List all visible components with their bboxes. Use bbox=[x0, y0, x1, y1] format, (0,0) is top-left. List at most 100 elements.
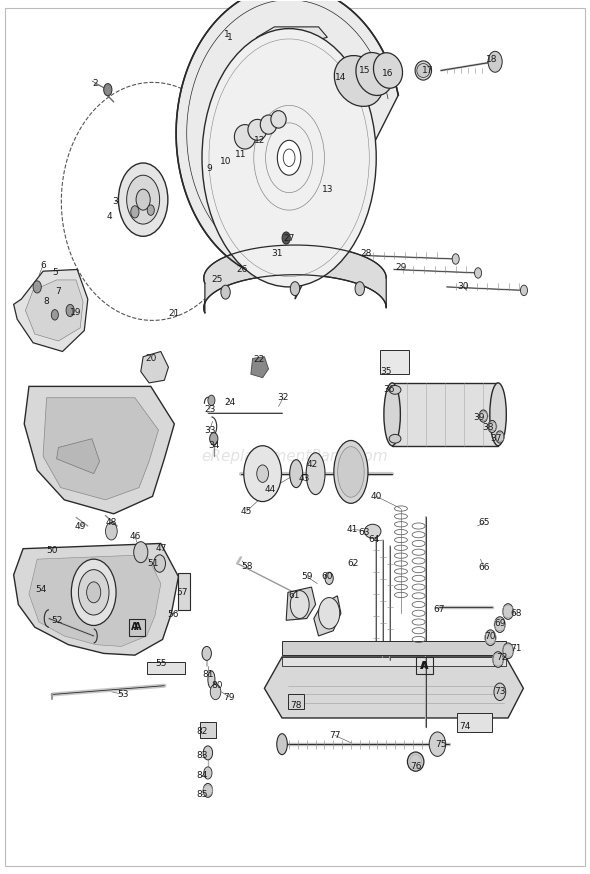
Polygon shape bbox=[204, 245, 386, 313]
Circle shape bbox=[204, 766, 212, 779]
Text: 7: 7 bbox=[55, 287, 61, 295]
Bar bbox=[457, 712, 492, 732]
Bar bbox=[178, 573, 190, 610]
Text: 10: 10 bbox=[220, 156, 231, 166]
Circle shape bbox=[282, 232, 290, 244]
Bar bbox=[147, 662, 185, 675]
Text: 19: 19 bbox=[70, 308, 82, 316]
Ellipse shape bbox=[408, 752, 424, 771]
Circle shape bbox=[221, 285, 230, 299]
Circle shape bbox=[136, 189, 150, 210]
Text: 2: 2 bbox=[92, 79, 98, 88]
Text: 75: 75 bbox=[435, 739, 447, 749]
Text: 6: 6 bbox=[40, 260, 46, 269]
Text: A: A bbox=[421, 661, 428, 670]
Text: 74: 74 bbox=[459, 722, 470, 732]
Ellipse shape bbox=[334, 440, 368, 503]
Polygon shape bbox=[314, 596, 341, 636]
Text: 38: 38 bbox=[482, 423, 494, 432]
Text: 34: 34 bbox=[208, 441, 219, 450]
Text: 36: 36 bbox=[384, 385, 395, 393]
Text: 39: 39 bbox=[473, 413, 484, 422]
Circle shape bbox=[210, 684, 221, 700]
Bar bbox=[129, 619, 146, 636]
Text: 9: 9 bbox=[206, 163, 212, 173]
Circle shape bbox=[290, 281, 300, 295]
Text: 70: 70 bbox=[484, 632, 496, 642]
Text: 71: 71 bbox=[510, 643, 522, 653]
Text: 14: 14 bbox=[335, 73, 346, 82]
Bar bbox=[381, 350, 409, 374]
Text: 73: 73 bbox=[494, 687, 506, 697]
Ellipse shape bbox=[490, 383, 506, 446]
Circle shape bbox=[244, 446, 281, 502]
Circle shape bbox=[493, 652, 503, 668]
Circle shape bbox=[474, 267, 481, 278]
Circle shape bbox=[355, 281, 365, 295]
Text: 25: 25 bbox=[212, 275, 223, 284]
Text: 15: 15 bbox=[359, 66, 370, 75]
Text: 23: 23 bbox=[204, 405, 215, 413]
Text: 13: 13 bbox=[322, 184, 333, 194]
Text: 30: 30 bbox=[457, 282, 468, 291]
Ellipse shape bbox=[260, 115, 277, 135]
Text: 1: 1 bbox=[224, 31, 230, 39]
Text: A: A bbox=[131, 622, 139, 632]
Circle shape bbox=[429, 732, 445, 756]
Circle shape bbox=[503, 643, 513, 659]
Text: 53: 53 bbox=[117, 690, 129, 699]
Circle shape bbox=[78, 570, 109, 615]
Ellipse shape bbox=[373, 52, 402, 88]
Circle shape bbox=[485, 630, 496, 646]
Text: 77: 77 bbox=[329, 731, 341, 740]
Circle shape bbox=[325, 572, 333, 585]
Circle shape bbox=[257, 465, 268, 482]
Circle shape bbox=[104, 84, 112, 96]
Polygon shape bbox=[253, 27, 327, 53]
Text: 26: 26 bbox=[237, 265, 248, 274]
Circle shape bbox=[131, 205, 139, 218]
Text: 22: 22 bbox=[253, 355, 264, 364]
Text: 24: 24 bbox=[225, 398, 236, 406]
Text: eReplacementParts.com: eReplacementParts.com bbox=[202, 448, 388, 464]
Circle shape bbox=[87, 582, 101, 603]
Text: 64: 64 bbox=[369, 536, 380, 545]
Text: 85: 85 bbox=[196, 790, 208, 799]
Text: 47: 47 bbox=[155, 545, 166, 553]
Polygon shape bbox=[141, 351, 169, 383]
Text: 60: 60 bbox=[322, 572, 333, 581]
Text: 50: 50 bbox=[47, 546, 58, 555]
Circle shape bbox=[319, 598, 340, 629]
Text: 28: 28 bbox=[360, 249, 371, 258]
Text: 17: 17 bbox=[422, 66, 433, 75]
Text: 63: 63 bbox=[359, 529, 370, 538]
Text: 54: 54 bbox=[35, 586, 47, 594]
Text: 84: 84 bbox=[196, 771, 208, 780]
Text: 3: 3 bbox=[113, 197, 119, 206]
Polygon shape bbox=[286, 587, 316, 621]
Text: 27: 27 bbox=[283, 233, 295, 243]
Text: 4: 4 bbox=[107, 212, 113, 221]
Polygon shape bbox=[251, 357, 268, 378]
Text: 45: 45 bbox=[241, 507, 253, 516]
Text: 61: 61 bbox=[288, 592, 300, 600]
Polygon shape bbox=[176, 0, 398, 299]
Ellipse shape bbox=[208, 671, 215, 689]
Text: 21: 21 bbox=[169, 309, 180, 318]
Text: 79: 79 bbox=[224, 692, 235, 702]
Polygon shape bbox=[392, 383, 498, 446]
Circle shape bbox=[119, 163, 168, 236]
Text: 49: 49 bbox=[74, 522, 86, 531]
Bar bbox=[282, 642, 506, 656]
Circle shape bbox=[106, 523, 117, 540]
Text: 67: 67 bbox=[434, 606, 445, 614]
Text: 37: 37 bbox=[490, 434, 502, 443]
Ellipse shape bbox=[384, 383, 401, 446]
Circle shape bbox=[488, 420, 496, 433]
Polygon shape bbox=[25, 280, 83, 341]
Text: 72: 72 bbox=[497, 653, 508, 662]
Text: 12: 12 bbox=[254, 135, 266, 145]
Text: 31: 31 bbox=[271, 249, 283, 258]
Text: 43: 43 bbox=[298, 475, 310, 483]
Circle shape bbox=[51, 309, 58, 320]
